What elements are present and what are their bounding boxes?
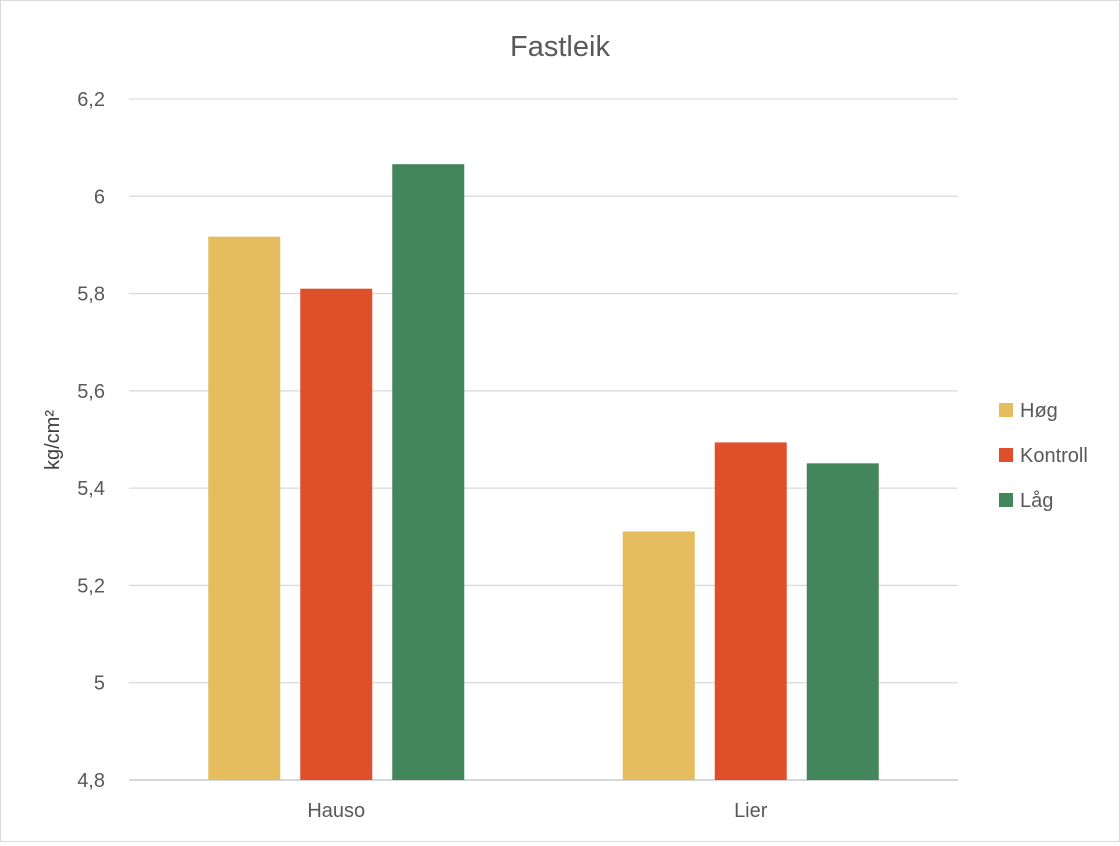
y-tick-label: 5 [94,673,105,695]
legend-label: Kontroll [1020,445,1088,467]
y-tick-label: 5,4 [77,478,105,500]
y-axis-ticks: 4,8 5 5,2 5,4 5,6 5,8 6 6,2 [77,89,105,792]
bar-hauso-2 [392,164,465,781]
legend-swatch [999,448,1013,462]
x-axis-ticks: Hauso Lier [307,800,767,822]
x-tick-label: Lier [734,800,768,822]
legend-swatch [999,403,1013,417]
y-tick-label: 6 [94,186,105,208]
legend-swatch [999,493,1013,507]
y-tick-label: 5,8 [77,284,105,306]
legend-label: Høg [1020,400,1058,422]
bar-hauso-0 [208,236,281,780]
chart-title: Fastleik [510,31,610,63]
y-axis-label: kg/cm² [42,410,64,470]
legend: Høg Kontroll Låg [999,400,1088,512]
y-tick-label: 6,2 [77,89,105,111]
y-tick-label: 5,2 [77,575,105,597]
x-tick-label: Hauso [307,800,365,822]
bars [208,164,879,781]
legend-label: Låg [1020,490,1053,512]
bar-hauso-1 [300,288,373,780]
bar-lier-2 [806,463,879,780]
y-tick-label: 4,8 [77,770,105,792]
bar-lier-0 [622,531,695,780]
bar-lier-1 [714,442,787,780]
y-tick-label: 5,6 [77,381,105,403]
